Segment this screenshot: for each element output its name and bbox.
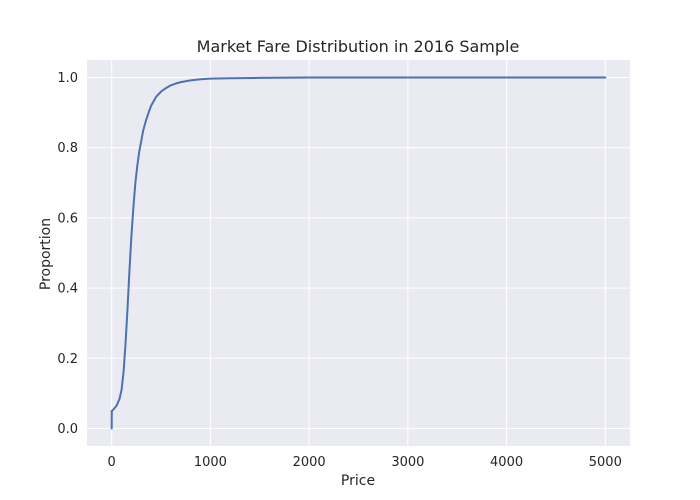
y-tick-label: 0.2 [57, 352, 78, 367]
x-tick-label: 2000 [293, 455, 326, 470]
y-tick-label: 0.8 [57, 141, 78, 156]
y-axis-ticks: 0.0 0.2 0.4 0.6 0.8 1.0 [57, 71, 78, 437]
y-tick-label: 0.0 [57, 422, 78, 437]
x-axis-label: Price [341, 473, 375, 489]
x-axis-ticks: 0 1000 2000 3000 4000 5000 [108, 455, 622, 470]
chart-title: Market Fare Distribution in 2016 Sample [197, 37, 520, 56]
x-tick-label: 3000 [391, 455, 424, 470]
x-tick-label: 4000 [490, 455, 523, 470]
x-tick-label: 0 [108, 455, 116, 470]
y-axis-label: Proportion [38, 218, 54, 290]
x-tick-label: 1000 [194, 455, 227, 470]
grid [87, 60, 630, 446]
y-tick-label: 0.6 [57, 211, 78, 226]
y-tick-label: 0.4 [57, 282, 78, 297]
x-tick-label: 5000 [589, 455, 622, 470]
y-tick-label: 1.0 [57, 71, 78, 86]
series-line [110, 76, 607, 430]
series-layer [110, 76, 607, 430]
plot-area [87, 60, 630, 446]
